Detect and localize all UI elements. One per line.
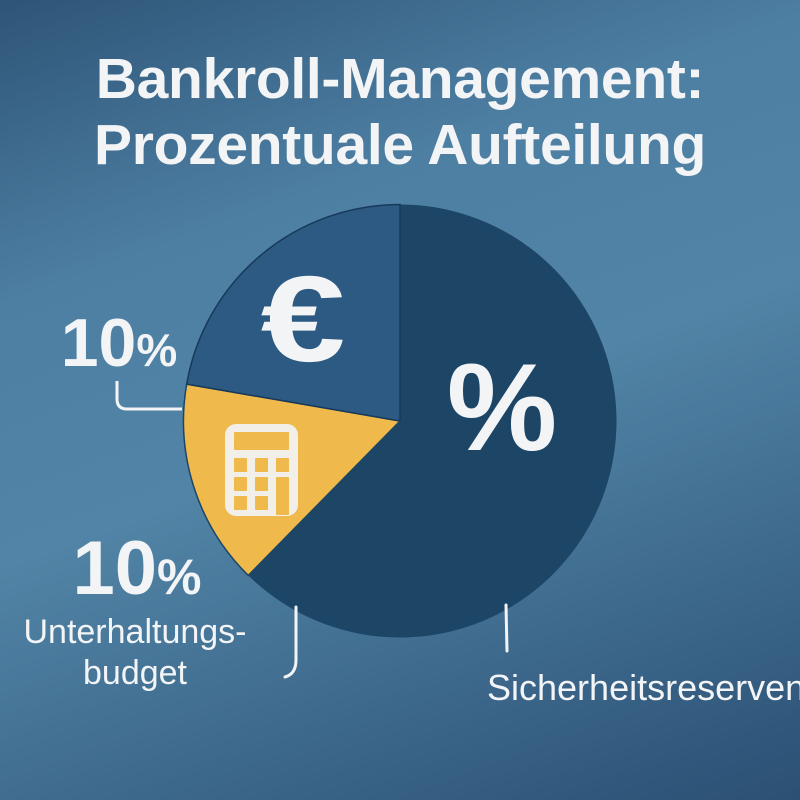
svg-text:€: € (261, 251, 346, 387)
svg-text:%: % (447, 339, 557, 477)
